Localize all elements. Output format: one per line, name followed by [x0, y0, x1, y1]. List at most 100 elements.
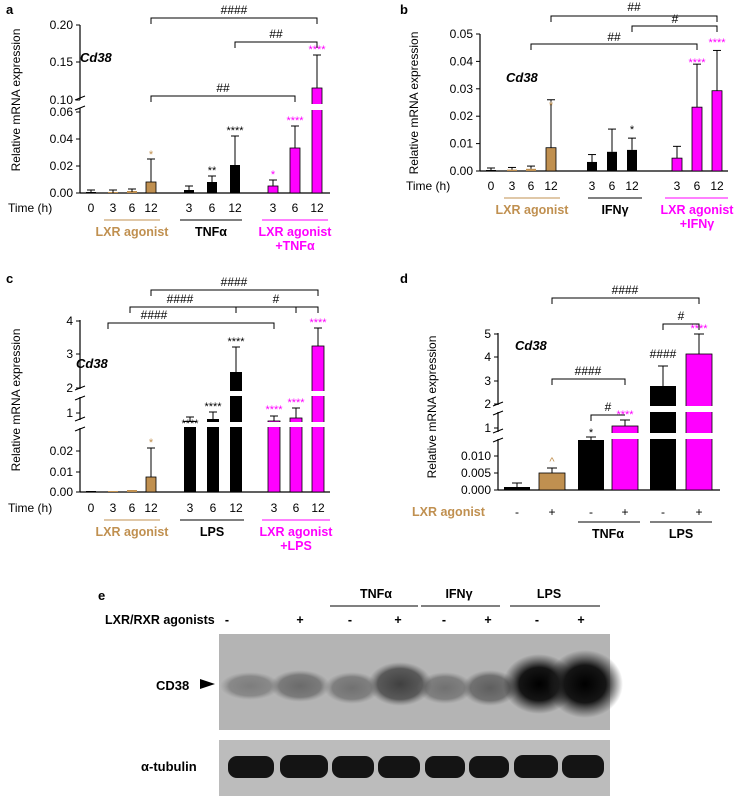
sign: - [661, 505, 665, 519]
treatment-row-label: LXR agonist [412, 505, 486, 519]
star-lps-6: **** [204, 401, 222, 413]
sign: + [394, 613, 401, 627]
bars [486, 49, 723, 172]
axis-break-gap [608, 433, 718, 439]
band-label-tubulin: α-tubulin [141, 759, 197, 774]
bars [86, 345, 330, 493]
bar-lxr-6 [127, 490, 137, 492]
time-label: Time (h) [8, 501, 52, 515]
time-label: Time (h) [8, 201, 52, 215]
sig-label: #### [141, 308, 168, 322]
bar-lps-6 [207, 419, 219, 492]
bar-ctrl-0 [86, 491, 96, 492]
star-combo-6: **** [287, 397, 305, 409]
error-bars [87, 54, 321, 193]
axis-break-gap [226, 391, 330, 396]
y-tick-label: 0.04 [450, 54, 474, 68]
y-tick-label: 0.01 [450, 137, 474, 151]
bar-tnf-12 [230, 165, 240, 193]
bar-5 [607, 151, 617, 171]
y-tick-label: 0.00 [450, 164, 474, 178]
time-label: Time (h) [406, 179, 450, 193]
sig-label: # [672, 12, 679, 26]
y-tick-label: 4 [66, 314, 73, 328]
gene-label: Cd38 [80, 50, 113, 65]
sig-label: #### [575, 364, 602, 378]
star-combo-12: **** [308, 44, 326, 56]
sign: + [577, 613, 584, 627]
sign: + [621, 505, 628, 519]
brackets [530, 15, 718, 50]
error-bars [512, 333, 704, 487]
group-label-combo: LXR agonist [661, 203, 735, 217]
panel-d: d Relative mRNA expression Cd38 2 3 4 5 … [400, 271, 720, 541]
sig-label: ## [216, 81, 230, 95]
y-tick-label: 0.02 [50, 159, 74, 173]
time-tick: 3 [509, 179, 516, 193]
bar-lxr-lps [685, 353, 713, 491]
sign: - [515, 505, 519, 519]
star-combo-3: * [271, 169, 276, 181]
y-tick-label: 0.02 [50, 444, 74, 458]
bar-lxr-12 [145, 181, 157, 194]
group-label-tnf: TNFα [195, 225, 227, 239]
y-tick-label: 1 [484, 421, 491, 435]
y-tick-label: 0.01 [50, 465, 74, 479]
bar-combo-6 [289, 147, 301, 194]
panel-e: e TNFα IFNγ LPS LXR/RXR agonists - + - +… [98, 587, 623, 796]
blot-header-ifn: IFNγ [445, 587, 472, 601]
time-tick: 12 [311, 501, 325, 515]
panel-letter: d [400, 271, 408, 286]
time-tick: 3 [110, 501, 117, 515]
y-tick-label: 0.005 [461, 466, 491, 480]
bar-lps-3 [184, 421, 196, 492]
blot-header-tnf: TNFα [360, 587, 392, 601]
group-label-lxr: LXR agonist [96, 225, 170, 239]
gene-label: Cd38 [515, 338, 548, 353]
star-lxr-12: * [549, 100, 554, 112]
axis-break-gap [646, 406, 718, 412]
sig-label: # [273, 292, 280, 306]
axis-break-gap [180, 422, 330, 427]
group-label-lxr: LXR agonist [96, 525, 170, 539]
time-tick: 12 [544, 179, 558, 193]
bar-tnf [578, 440, 604, 490]
y-tick-label: 4 [484, 350, 491, 364]
group-label-lxr: LXR agonist [496, 203, 570, 217]
y-tick-label: 0.00 [50, 485, 74, 499]
axis-break-gap [310, 104, 324, 110]
bar-tnf-6 [207, 182, 217, 193]
gene-label: Cd38 [76, 356, 109, 371]
sign: - [535, 613, 539, 627]
bar-lps-12 [230, 372, 242, 492]
star-tnf-12: **** [226, 125, 244, 137]
bar-ctrl [504, 487, 530, 490]
y-tick-label: 0.02 [450, 109, 474, 123]
time-tick: 3 [589, 179, 596, 193]
group-label-combo-2: +LPS [280, 539, 312, 553]
y-tick-label: 0.15 [50, 55, 74, 69]
significance-stars: * **** **** **** **** **** **** [149, 317, 327, 449]
y-tick-label: 2 [484, 397, 491, 411]
bar-4 [587, 161, 597, 171]
star-tnf-6: ** [208, 165, 217, 177]
group-label-combo: LXR agonist [259, 225, 333, 239]
star-lxr-12: * [149, 437, 154, 449]
panel-c: c Relative mRNA expression Cd38 2 3 4 1 … [6, 271, 333, 553]
group-label-ifn: IFNγ [601, 203, 628, 217]
gene-label: Cd38 [506, 70, 539, 85]
time-tick: 6 [694, 179, 701, 193]
band-label-cd38: CD38 [156, 678, 189, 693]
time-tick: 0 [88, 201, 95, 215]
time-tick: 3 [186, 201, 193, 215]
panel-b: b Relative mRNA expression Cd38 0.00 0.0… [400, 0, 734, 231]
bar-8 [691, 106, 703, 172]
time-tick: 6 [609, 179, 616, 193]
bar-0 [486, 170, 496, 171]
y-tick-label: 0.03 [450, 82, 474, 96]
sign: - [348, 613, 352, 627]
sig-lps: #### [650, 347, 677, 361]
sign: + [296, 613, 303, 627]
y-tick-label: 5 [484, 327, 491, 341]
